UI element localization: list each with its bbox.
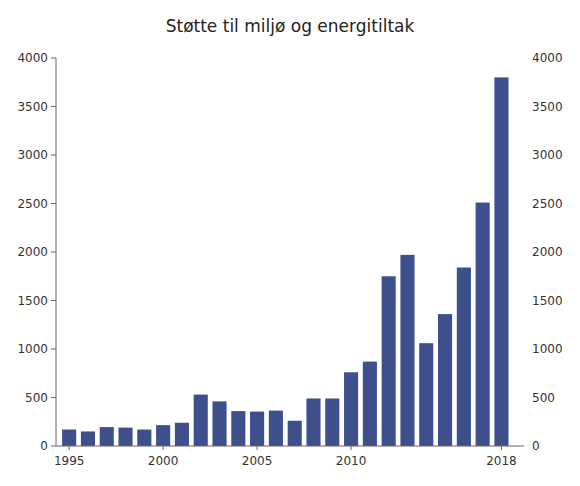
x-tick (257, 446, 258, 450)
bars (62, 77, 508, 446)
bar (156, 425, 170, 446)
bar (306, 398, 320, 446)
y-tick (51, 397, 56, 398)
x-tick-label: 2005 (242, 454, 273, 468)
bar (382, 276, 396, 446)
y-tick-label: 3000 (17, 148, 48, 162)
x-axis-line (56, 446, 524, 447)
bar (288, 421, 302, 446)
y-tick-label: 1000 (17, 342, 48, 356)
y2-tick-label: 1000 (532, 342, 563, 356)
bar (81, 431, 95, 446)
bar (250, 412, 264, 446)
bar (100, 427, 114, 446)
y2-tick-label: 0 (532, 439, 540, 453)
bar (419, 343, 433, 446)
bar (476, 203, 490, 446)
bar (269, 411, 283, 446)
bar (438, 314, 452, 446)
bar (175, 423, 189, 446)
x-tick (501, 446, 502, 450)
y-tick-label: 500 (25, 391, 48, 405)
x-tick-label: 2018 (486, 454, 517, 468)
y2-tick-label: 3500 (532, 100, 563, 114)
x-tick-label: 1995 (54, 454, 85, 468)
y2-tick-label: 2500 (532, 197, 563, 211)
y2-tick-label: 2000 (532, 245, 563, 259)
bar (363, 362, 377, 446)
y2-tick-label: 500 (532, 391, 555, 405)
y-tick-label: 1500 (17, 294, 48, 308)
chart: Støtte til miljø og energitiltak 0 500 1000… (0, 0, 580, 486)
y2-tick-label: 1500 (532, 294, 563, 308)
y-tick (51, 252, 56, 253)
y-tick-label: 4000 (17, 51, 48, 65)
y-tick (51, 155, 56, 156)
bar (494, 77, 508, 446)
y-tick (51, 300, 56, 301)
y-tick (51, 106, 56, 107)
bar (62, 430, 76, 446)
bar (212, 401, 226, 446)
bar (400, 255, 414, 446)
y-tick-label: 2000 (17, 245, 48, 259)
y-tick (51, 349, 56, 350)
bar (118, 428, 132, 446)
x-tick-label: 2010 (336, 454, 367, 468)
y-tick-label: 3500 (17, 100, 48, 114)
x-tick (163, 446, 164, 450)
y-tick (51, 203, 56, 204)
bar (231, 411, 245, 446)
y2-tick-label: 3000 (532, 148, 563, 162)
y-tick-label: 2500 (17, 197, 48, 211)
x-tick (351, 446, 352, 450)
bar (194, 395, 208, 446)
bar (344, 372, 358, 446)
title: Støtte til miljø og energitiltak (166, 16, 415, 36)
y-tick (51, 58, 56, 59)
y-tick (51, 446, 56, 447)
bar (457, 268, 471, 446)
x-tick-label: 2000 (148, 454, 179, 468)
bar (325, 398, 339, 446)
y-tick-label: 0 (40, 439, 48, 453)
x-tick (69, 446, 70, 450)
y2-tick-label: 4000 (532, 51, 563, 65)
bar (137, 430, 151, 446)
